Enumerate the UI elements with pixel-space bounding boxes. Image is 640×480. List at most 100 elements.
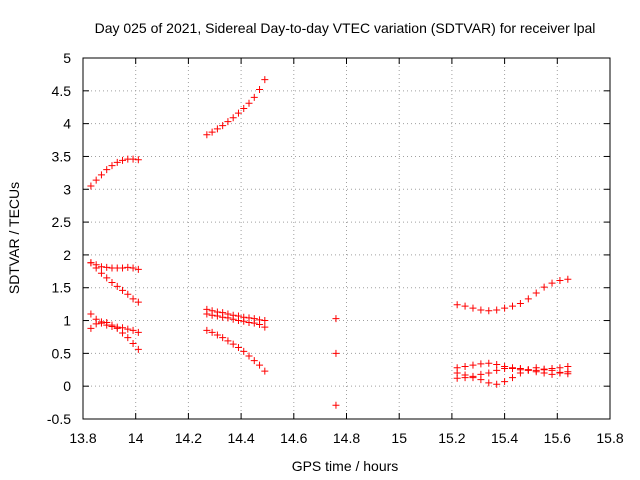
series-s2 (87, 259, 142, 273)
data-point (119, 264, 127, 272)
data-point (493, 361, 501, 369)
data-point (461, 362, 469, 370)
data-point (509, 302, 517, 310)
y-tick-label: 2.5 (52, 214, 72, 230)
data-point (134, 345, 142, 353)
data-point (208, 311, 216, 319)
series-s5 (87, 318, 142, 353)
data-point (103, 274, 111, 282)
data-point (108, 321, 116, 329)
data-point (469, 304, 477, 312)
data-point (485, 379, 493, 387)
data-point (208, 128, 216, 136)
x-tick-label: 14 (128, 430, 144, 446)
data-point (129, 326, 137, 334)
x-tick-label: 15 (391, 430, 407, 446)
data-point (234, 343, 242, 351)
data-point (224, 337, 232, 345)
data-point (261, 317, 269, 325)
data-point (129, 155, 137, 163)
data-point (332, 349, 340, 357)
data-point (234, 109, 242, 117)
data-point (493, 306, 501, 314)
data-point (97, 171, 105, 179)
data-point (124, 290, 132, 298)
data-point (461, 302, 469, 310)
y-tick-label: 3.5 (52, 148, 72, 164)
chart-title: Day 025 of 2021, Sidereal Day-to-day VTE… (95, 20, 596, 36)
data-point (240, 317, 248, 325)
data-point (234, 317, 242, 325)
data-point (229, 315, 237, 323)
data-point (493, 366, 501, 374)
data-point (203, 310, 211, 318)
data-point (119, 286, 127, 294)
data-point (548, 279, 556, 287)
series-s10 (332, 315, 340, 409)
data-point (461, 374, 469, 382)
data-point (501, 378, 509, 386)
series-s1 (87, 155, 142, 190)
data-point (219, 313, 227, 321)
y-tick-label: 1.5 (52, 280, 72, 296)
data-point (516, 299, 524, 307)
data-point (103, 319, 111, 327)
series-s3 (87, 259, 142, 306)
data-point (87, 259, 95, 267)
data-point (477, 370, 485, 378)
data-point (501, 304, 509, 312)
x-tick-label: 14.8 (333, 430, 360, 446)
x-tick-label: 14.6 (280, 430, 307, 446)
data-point (245, 99, 253, 107)
data-point (564, 275, 572, 283)
data-point (540, 369, 548, 377)
x-tick-labels: 13.8 14 14.2 14.4 14.6 14.8 15 15.2 15.4 15.6 15.8 (69, 430, 623, 446)
y-tick-label: -0.5 (47, 411, 71, 427)
data-point (213, 331, 221, 339)
data-point (108, 162, 116, 170)
data-point (261, 367, 269, 375)
y-tick-label: 5 (63, 50, 71, 66)
data-point (509, 364, 517, 372)
data-point (103, 166, 111, 174)
data-point (134, 328, 142, 336)
data-point (124, 325, 132, 333)
grid (83, 58, 610, 419)
data-point (113, 282, 121, 290)
x-tick-label: 15.6 (544, 430, 571, 446)
x-tick-label: 13.8 (69, 430, 96, 446)
series-s11 (453, 275, 572, 315)
data-point (261, 76, 269, 84)
series-s14 (453, 364, 572, 382)
data-point (219, 122, 227, 130)
data-point (250, 319, 258, 327)
data-point (203, 326, 211, 334)
data-point (119, 156, 127, 164)
data-point (516, 364, 524, 372)
data-point (256, 361, 264, 369)
data-point (469, 372, 477, 380)
data-point (245, 352, 253, 360)
data-points (87, 76, 572, 409)
y-tick-label: 0.5 (52, 345, 72, 361)
data-point (124, 263, 132, 271)
data-point (97, 269, 105, 277)
data-point (213, 125, 221, 133)
data-point (261, 323, 269, 331)
data-point (134, 156, 142, 164)
data-point (501, 364, 509, 372)
data-point (524, 295, 532, 303)
data-point (87, 324, 95, 332)
data-point (108, 278, 116, 286)
data-point (256, 86, 264, 94)
data-point (213, 312, 221, 320)
data-point (240, 347, 248, 355)
y-tick-label: 0 (63, 378, 71, 394)
y-tick-label: 3 (63, 181, 71, 197)
data-point (469, 361, 477, 369)
data-point (224, 118, 232, 126)
series-s6 (203, 76, 269, 139)
data-point (113, 324, 121, 332)
x-tick-label: 14.4 (227, 430, 254, 446)
